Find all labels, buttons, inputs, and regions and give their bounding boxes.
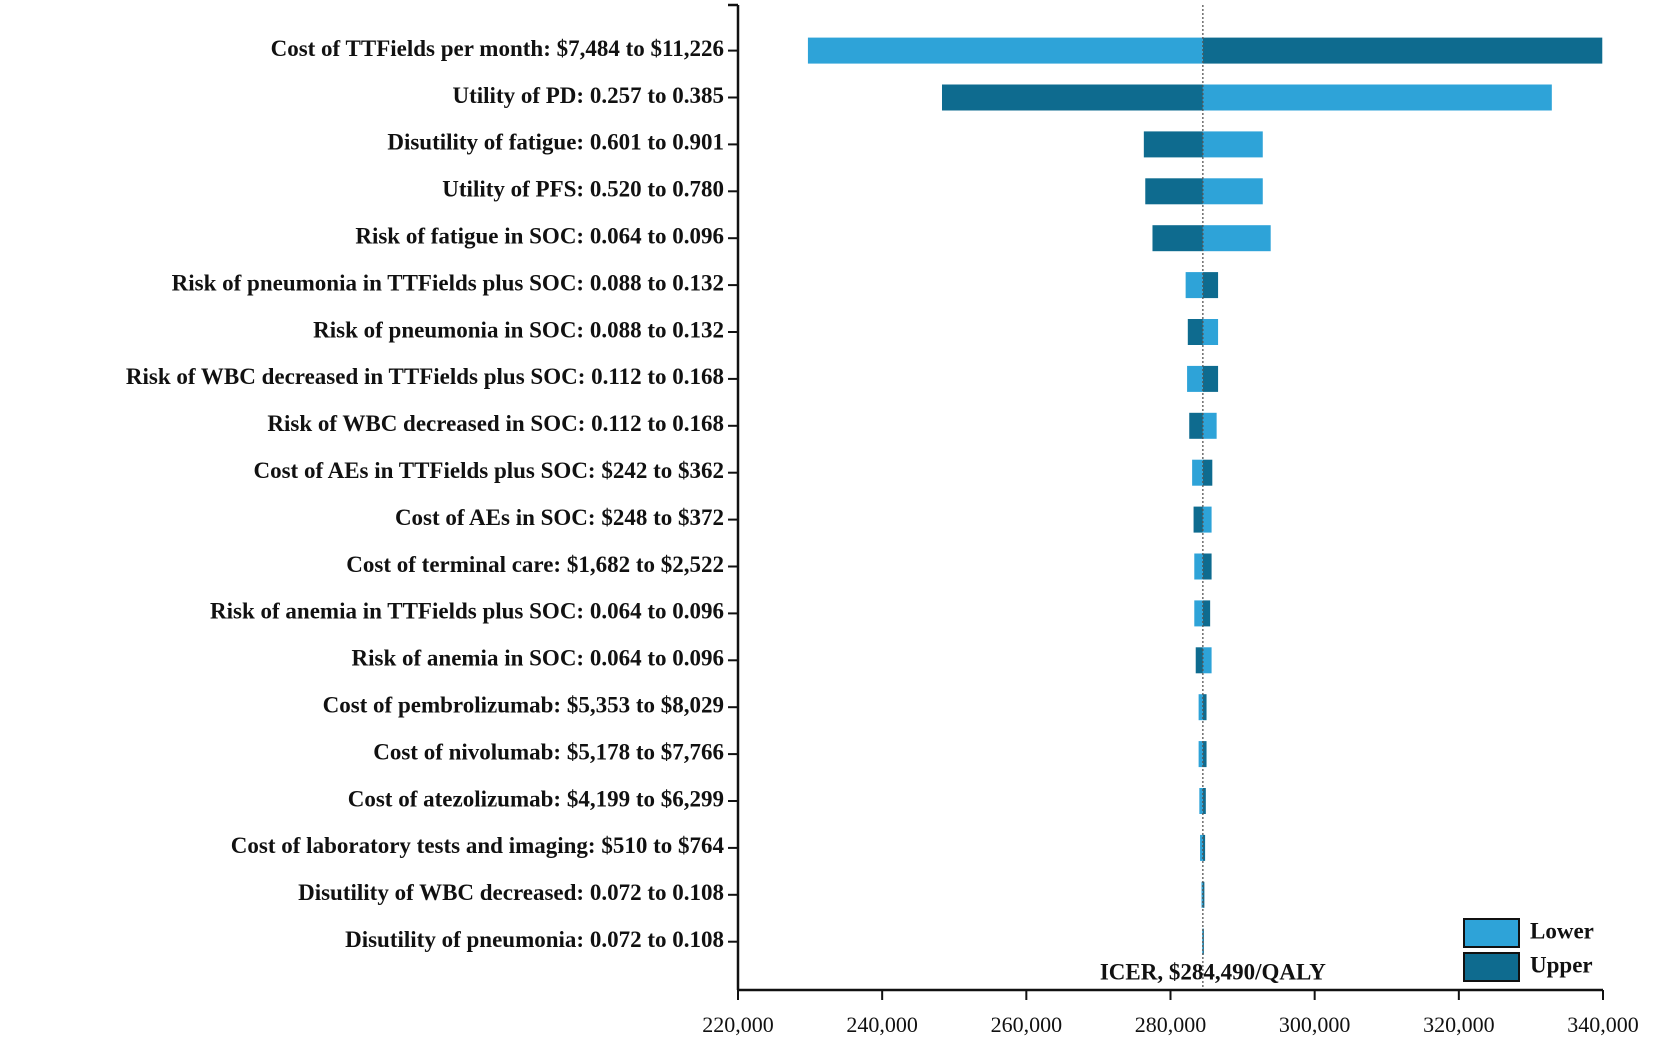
category-label: Utility of PFS: 0.520 to 0.780 xyxy=(442,177,724,202)
bar xyxy=(1143,131,1203,158)
bar xyxy=(1202,412,1217,439)
category-label: Risk of pneumonia in SOC: 0.088 to 0.132 xyxy=(313,317,724,342)
x-tick-label: 260,000 xyxy=(991,1012,1063,1037)
category-label: Disutility of WBC decreased: 0.072 to 0.… xyxy=(298,880,724,905)
bar xyxy=(1193,506,1203,533)
bar xyxy=(1202,881,1205,908)
bar xyxy=(1200,834,1203,861)
bar xyxy=(1199,788,1203,814)
bar xyxy=(1198,694,1203,721)
category-label: Cost of nivolumab: $5,178 to $7,766 xyxy=(373,739,724,764)
category-label: Disutility of pneumonia: 0.072 to 0.108 xyxy=(345,927,724,952)
x-tick-label: 280,000 xyxy=(1135,1012,1207,1037)
category-label: Cost of TTFields per month: $7,484 to $1… xyxy=(271,36,724,61)
bar xyxy=(1202,694,1207,721)
x-tick-label: 320,000 xyxy=(1423,1012,1495,1037)
x-tick-label: 340,000 xyxy=(1567,1012,1639,1037)
bar xyxy=(1202,600,1211,627)
bar xyxy=(1202,37,1603,64)
bar xyxy=(1202,788,1206,814)
category-label: Cost of AEs in SOC: $248 to $372 xyxy=(395,505,724,530)
category-label: Risk of pneumonia in TTFields plus SOC: … xyxy=(172,270,724,295)
bar xyxy=(1185,272,1203,299)
category-label: Cost of AEs in TTFields plus SOC: $242 t… xyxy=(253,458,724,483)
category-label: Risk of WBC decreased in SOC: 0.112 to 0… xyxy=(267,411,724,436)
x-tick-label: 220,000 xyxy=(702,1012,774,1037)
bar xyxy=(1202,647,1212,674)
bar xyxy=(1202,131,1263,158)
bar xyxy=(941,84,1203,111)
category-label: Cost of atezolizumab: $4,199 to $6,299 xyxy=(348,786,724,811)
bar xyxy=(1145,178,1203,205)
bar xyxy=(1202,553,1212,580)
bar xyxy=(1202,365,1219,392)
bar xyxy=(1195,647,1203,674)
bar xyxy=(1189,412,1203,439)
annotation: ICER, $284,490/QALY xyxy=(1100,959,1326,984)
bar xyxy=(1202,84,1552,111)
category-label: Disutility of fatigue: 0.601 to 0.901 xyxy=(387,130,724,155)
category-label: Risk of fatigue in SOC: 0.064 to 0.096 xyxy=(355,223,724,248)
bar xyxy=(1152,225,1203,252)
category-label: Cost of pembrolizumab: $5,353 to $8,029 xyxy=(323,692,724,717)
bar xyxy=(1202,225,1271,252)
x-tick-label: 300,000 xyxy=(1279,1012,1351,1037)
category-label: Utility of PD: 0.257 to 0.385 xyxy=(453,83,725,108)
bar xyxy=(1202,506,1212,533)
category-label: Risk of WBC decreased in TTFields plus S… xyxy=(126,364,724,389)
category-label: Risk of anemia in TTFields plus SOC: 0.0… xyxy=(210,599,724,624)
x-tick-label: 240,000 xyxy=(846,1012,918,1037)
bar xyxy=(1187,319,1203,345)
bar xyxy=(1192,459,1203,486)
category-label: Risk of anemia in SOC: 0.064 to 0.096 xyxy=(352,646,725,671)
legend-label: Upper xyxy=(1530,952,1593,977)
category-label: Cost of terminal care: $1,682 to $2,522 xyxy=(346,552,724,577)
bar xyxy=(1194,553,1203,580)
legend-swatch xyxy=(1463,952,1520,982)
bar xyxy=(1202,741,1207,768)
legend-label: Lower xyxy=(1530,918,1594,943)
bar xyxy=(1187,365,1203,392)
legend-swatch xyxy=(1463,918,1520,948)
bar xyxy=(1202,459,1213,486)
bar xyxy=(1194,600,1203,627)
bar xyxy=(1202,178,1263,205)
bar xyxy=(1201,881,1203,908)
category-label: Cost of laboratory tests and imaging: $5… xyxy=(231,833,725,858)
bar xyxy=(1202,272,1219,299)
bar xyxy=(1202,834,1206,861)
bar xyxy=(1198,741,1203,768)
bar xyxy=(1202,319,1219,345)
bar xyxy=(807,37,1203,64)
